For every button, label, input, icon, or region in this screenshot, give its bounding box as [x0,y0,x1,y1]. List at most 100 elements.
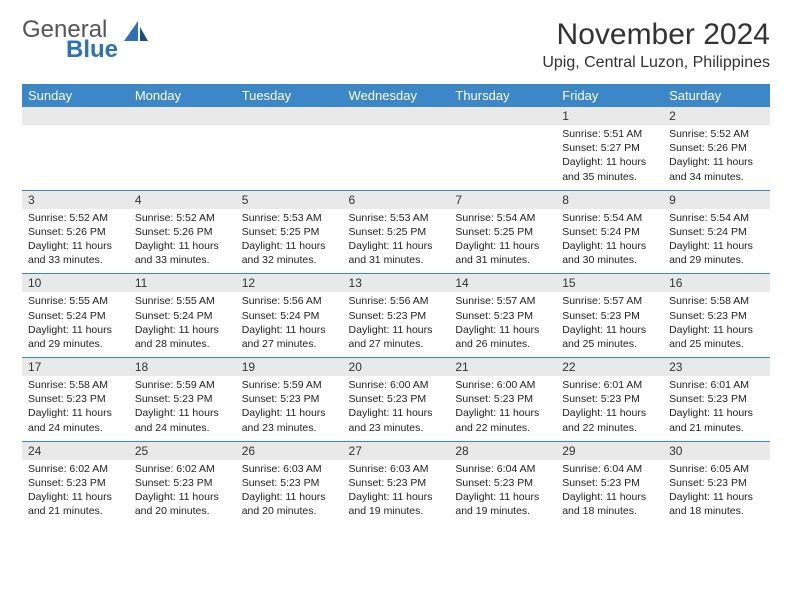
calendar-cell: 3 Sunrise: 5:52 AMSunset: 5:26 PMDaylight… [22,190,129,274]
day-content: Sunrise: 6:04 AMSunset: 5:23 PMDaylight:… [556,460,663,525]
day-line: Daylight: 11 hours and 25 minutes. [562,323,657,351]
day-line: Sunrise: 6:04 AM [562,462,657,476]
day-number: 6 [343,191,450,209]
calendar-cell: 17Sunrise: 5:58 AMSunset: 5:23 PMDayligh… [22,358,129,442]
day-line: Sunrise: 5:51 AM [562,127,657,141]
day-line: Daylight: 11 hours and 21 minutes. [669,406,764,434]
calendar-cell: 30Sunrise: 6:05 AMSunset: 5:23 PMDayligh… [663,441,770,524]
day-content: Sunrise: 5:55 AMSunset: 5:24 PMDaylight:… [129,292,236,357]
day-line: Sunset: 5:23 PM [349,392,444,406]
day-line: Sunrise: 5:55 AM [28,294,123,308]
day-content: Sunrise: 6:02 AMSunset: 5:23 PMDaylight:… [129,460,236,525]
day-line: Daylight: 11 hours and 27 minutes. [242,323,337,351]
day-line: Daylight: 11 hours and 33 minutes. [28,239,123,267]
calendar-cell: 1Sunrise: 5:51 AMSunset: 5:27 PMDaylight… [556,107,663,190]
day-line: Sunset: 5:23 PM [28,476,123,490]
day-line: Sunset: 5:23 PM [562,476,657,490]
day-line: Daylight: 11 hours and 33 minutes. [135,239,230,267]
day-line: Daylight: 11 hours and 26 minutes. [455,323,550,351]
day-line: Daylight: 11 hours and 22 minutes. [562,406,657,434]
day-line: Sunrise: 6:01 AM [562,378,657,392]
day-header: Wednesday [343,84,450,107]
day-number: 23 [663,358,770,376]
calendar-cell: 14Sunrise: 5:57 AMSunset: 5:23 PMDayligh… [449,274,556,358]
calendar-cell: 9Sunrise: 5:54 AMSunset: 5:24 PMDaylight… [663,190,770,274]
day-line: Sunrise: 5:57 AM [455,294,550,308]
day-line: Sunrise: 5:56 AM [242,294,337,308]
day-line: Sunrise: 5:54 AM [669,211,764,225]
day-content: Sunrise: 5:53 AMSunset: 5:25 PMDaylight:… [236,209,343,274]
day-line: Sunrise: 5:52 AM [28,211,123,225]
day-line: Sunset: 5:23 PM [135,476,230,490]
calendar-week: 24Sunrise: 6:02 AMSunset: 5:23 PMDayligh… [22,441,770,524]
day-line: Sunrise: 5:55 AM [135,294,230,308]
day-line: Sunset: 5:23 PM [28,392,123,406]
day-line: Sunrise: 5:53 AM [349,211,444,225]
day-line: Sunrise: 5:58 AM [28,378,123,392]
calendar-cell: 21Sunrise: 6:00 AMSunset: 5:23 PMDayligh… [449,358,556,442]
day-content: Sunrise: 6:01 AMSunset: 5:23 PMDaylight:… [556,376,663,441]
calendar-cell: 7Sunrise: 5:54 AMSunset: 5:25 PMDaylight… [449,190,556,274]
day-line: Sunrise: 5:54 AM [562,211,657,225]
day-line: Daylight: 11 hours and 24 minutes. [135,406,230,434]
day-content: Sunrise: 6:03 AMSunset: 5:23 PMDaylight:… [343,460,450,525]
day-number [343,107,450,125]
calendar-cell: 4Sunrise: 5:52 AMSunset: 5:26 PMDaylight… [129,190,236,274]
day-content: Sunrise: 6:00 AMSunset: 5:23 PMDaylight:… [449,376,556,441]
day-header: Sunday [22,84,129,107]
calendar-cell: 8Sunrise: 5:54 AMSunset: 5:24 PMDaylight… [556,190,663,274]
calendar-week: 17Sunrise: 5:58 AMSunset: 5:23 PMDayligh… [22,358,770,442]
day-content: Sunrise: 5:58 AMSunset: 5:23 PMDaylight:… [663,292,770,357]
day-number: 15 [556,274,663,292]
calendar-cell: 23 Sunrise: 6:01 AMSunset: 5:23 PMDayligh… [663,358,770,442]
calendar-cell: 24Sunrise: 6:02 AMSunset: 5:23 PMDayligh… [22,441,129,524]
day-line: Daylight: 11 hours and 22 minutes. [455,406,550,434]
calendar-week: 3Sunrise: 5:52 AMSunset: 5:26 PMDaylight… [22,190,770,274]
day-line: Sunset: 5:23 PM [669,392,764,406]
day-line: Sunset: 5:24 PM [669,225,764,239]
day-line: Sunrise: 5:53 AM [242,211,337,225]
day-number: 28 [449,442,556,460]
day-line: Sunrise: 6:01 AM [669,378,764,392]
day-line: Daylight: 11 hours and 20 minutes. [135,490,230,518]
day-content: Sunrise: 6:04 AMSunset: 5:23 PMDaylight:… [449,460,556,525]
day-line: Sunset: 5:23 PM [669,309,764,323]
day-content [236,125,343,175]
day-line: Sunset: 5:26 PM [28,225,123,239]
day-line: Sunset: 5:23 PM [349,476,444,490]
calendar-body: 1Sunrise: 5:51 AMSunset: 5:27 PMDaylight… [22,107,770,524]
day-content: Sunrise: 5:56 AMSunset: 5:24 PMDaylight:… [236,292,343,357]
day-content: Sunrise: 5:57 AMSunset: 5:23 PMDaylight:… [556,292,663,357]
title-block: November 2024 Upig, Central Luzon, Phili… [542,18,770,72]
calendar-cell: 16Sunrise: 5:58 AMSunset: 5:23 PMDayligh… [663,274,770,358]
calendar-cell: 18Sunrise: 5:59 AMSunset: 5:23 PMDayligh… [129,358,236,442]
day-number: 7 [449,191,556,209]
day-content [343,125,450,175]
day-line: Daylight: 11 hours and 34 minutes. [669,155,764,183]
day-line: Daylight: 11 hours and 18 minutes. [669,490,764,518]
day-content: Sunrise: 6:00 AMSunset: 5:23 PMDaylight:… [343,376,450,441]
day-line: Daylight: 11 hours and 29 minutes. [28,323,123,351]
day-line: Daylight: 11 hours and 19 minutes. [349,490,444,518]
day-line: Daylight: 11 hours and 23 minutes. [349,406,444,434]
calendar-cell: 11Sunrise: 5:55 AMSunset: 5:24 PMDayligh… [129,274,236,358]
calendar-cell: 6Sunrise: 5:53 AMSunset: 5:25 PMDaylight… [343,190,450,274]
day-line: Sunset: 5:26 PM [669,141,764,155]
calendar-week: 10Sunrise: 5:55 AMSunset: 5:24 PMDayligh… [22,274,770,358]
day-number: 5 [236,191,343,209]
day-line: Daylight: 11 hours and 27 minutes. [349,323,444,351]
day-line: Sunset: 5:25 PM [349,225,444,239]
day-line: Sunset: 5:24 PM [28,309,123,323]
day-number: 1 [556,107,663,125]
day-header: Tuesday [236,84,343,107]
calendar-cell: 25Sunrise: 6:02 AMSunset: 5:23 PMDayligh… [129,441,236,524]
day-line: Sunrise: 5:59 AM [242,378,337,392]
day-number: 3 [22,191,129,209]
calendar-cell: 2Sunrise: 5:52 AMSunset: 5:26 PMDaylight… [663,107,770,190]
page-title: November 2024 [542,18,770,52]
day-content: Sunrise: 5:56 AMSunset: 5:23 PMDaylight:… [343,292,450,357]
day-number: 20 [343,358,450,376]
logo: General Blue [22,18,150,62]
day-content: Sunrise: 5:52 AMSunset: 5:26 PMDaylight:… [129,209,236,274]
day-content: Sunrise: 5:52 AMSunset: 5:26 PMDaylight:… [663,125,770,190]
